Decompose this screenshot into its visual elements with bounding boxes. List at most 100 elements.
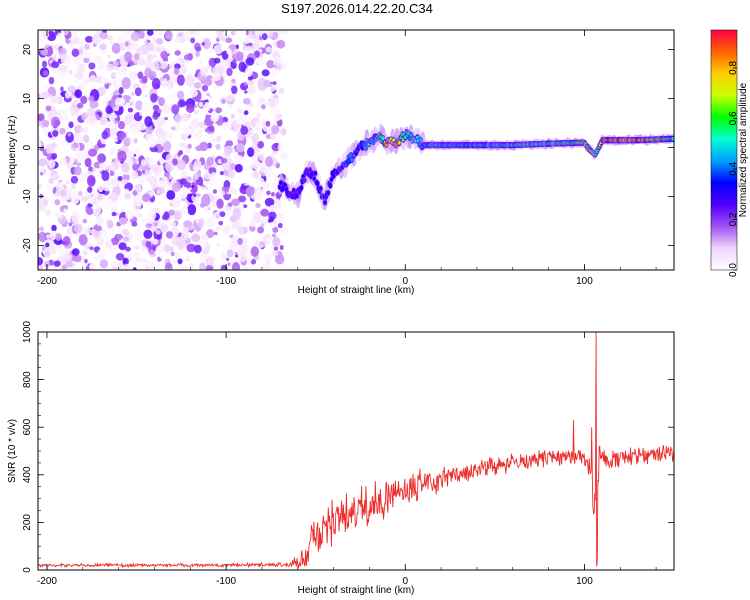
noise-speckle <box>234 254 239 258</box>
noise-speckle <box>166 189 176 200</box>
noise-speckle <box>71 248 80 256</box>
noise-speckle <box>238 61 247 72</box>
noise-speckle <box>58 47 68 56</box>
noise-speckle <box>163 243 171 254</box>
noise-speckle <box>191 233 201 243</box>
noise-speckle <box>271 233 277 238</box>
noise-speckle <box>215 226 221 231</box>
noise-speckle <box>155 171 161 178</box>
noise-speckle <box>55 233 62 242</box>
noise-speckle <box>238 252 248 262</box>
noise-speckle <box>129 101 134 106</box>
noise-speckle <box>256 56 266 65</box>
noise-speckle <box>265 46 273 53</box>
noise-speckle <box>106 219 114 229</box>
noise-speckle <box>235 143 245 153</box>
noise-speckle <box>209 196 215 201</box>
noise-speckle <box>185 103 195 113</box>
track-core <box>292 188 296 193</box>
noise-speckle <box>242 97 251 105</box>
noise-speckle <box>247 79 255 86</box>
noise-speckle <box>167 84 172 89</box>
noise-speckle <box>250 259 257 265</box>
noise-speckle <box>38 231 47 243</box>
noise-speckle <box>102 180 111 192</box>
noise-speckle <box>82 218 88 224</box>
noise-speckle <box>106 63 115 72</box>
colorbar-frame <box>710 29 738 271</box>
noise-speckle <box>157 108 162 114</box>
noise-speckle <box>243 110 249 116</box>
noise-speckle <box>121 162 130 174</box>
noise-speckle <box>246 180 251 186</box>
noise-speckle <box>118 217 128 225</box>
noise-speckle <box>144 116 153 127</box>
noise-speckle <box>135 100 143 111</box>
noise-speckle <box>107 119 115 129</box>
noise-speckle <box>132 190 138 196</box>
noise-speckle <box>105 239 113 250</box>
noise-speckle <box>277 143 285 152</box>
noise-speckle <box>245 57 255 66</box>
noise-speckle <box>243 81 248 87</box>
noise-speckle <box>216 198 224 209</box>
noise-speckle <box>95 215 104 227</box>
noise-speckle <box>117 150 127 162</box>
noise-speckle <box>41 91 51 100</box>
noise-speckle <box>177 99 185 108</box>
noise-speckle <box>108 148 115 157</box>
noise-speckle <box>150 93 158 103</box>
noise-speckle <box>42 70 49 77</box>
noise-speckle <box>204 101 209 107</box>
noise-speckle <box>73 132 83 145</box>
noise-speckle <box>244 67 253 78</box>
noise-speckle <box>140 257 145 264</box>
noise-speckle <box>168 174 173 180</box>
noise-speckle <box>195 145 203 152</box>
noise-speckle <box>206 64 211 70</box>
noise-speckle <box>254 240 259 246</box>
noise-speckle <box>273 59 280 67</box>
noise-speckle <box>176 74 185 86</box>
noise-speckle <box>168 62 175 70</box>
noise-speckle <box>73 223 83 234</box>
noise-speckle <box>272 236 281 248</box>
noise-speckle <box>226 249 234 258</box>
noise-speckle <box>272 226 279 233</box>
noise-speckle <box>118 242 127 251</box>
noise-speckle <box>123 178 128 185</box>
noise-speckle <box>182 31 192 40</box>
noise-speckle <box>38 102 40 108</box>
noise-speckle <box>174 114 182 124</box>
noise-speckle <box>202 103 211 112</box>
noise-speckle <box>45 234 51 239</box>
noise-speckle <box>230 113 235 119</box>
noise-speckle <box>207 142 212 149</box>
snr-series-line <box>38 332 674 569</box>
noise-speckle <box>142 83 147 89</box>
noise-speckle <box>86 141 95 151</box>
noise-speckle <box>99 32 108 40</box>
noise-speckle <box>87 186 93 193</box>
noise-speckle <box>209 95 213 99</box>
spectrogram-signal-track <box>277 123 674 211</box>
noise-speckle <box>261 104 266 110</box>
noise-speckle <box>220 59 228 68</box>
noise-speckle <box>193 82 202 89</box>
noise-speckle <box>199 262 206 270</box>
noise-speckle <box>78 190 83 197</box>
noise-speckle <box>131 91 135 96</box>
noise-speckle <box>208 215 214 222</box>
noise-speckle <box>139 111 143 117</box>
noise-speckle <box>77 85 83 90</box>
noise-speckle <box>221 190 226 196</box>
snr-y-ticks: 0 200 400 600 800 1000 <box>22 320 674 573</box>
noise-speckle <box>155 126 164 139</box>
noise-speckle <box>245 35 250 41</box>
noise-speckle <box>271 68 279 77</box>
noise-speckle <box>277 222 283 229</box>
noise-speckle <box>87 203 93 208</box>
noise-speckle <box>227 89 232 93</box>
noise-speckle <box>141 75 148 84</box>
noise-speckle <box>38 158 48 167</box>
